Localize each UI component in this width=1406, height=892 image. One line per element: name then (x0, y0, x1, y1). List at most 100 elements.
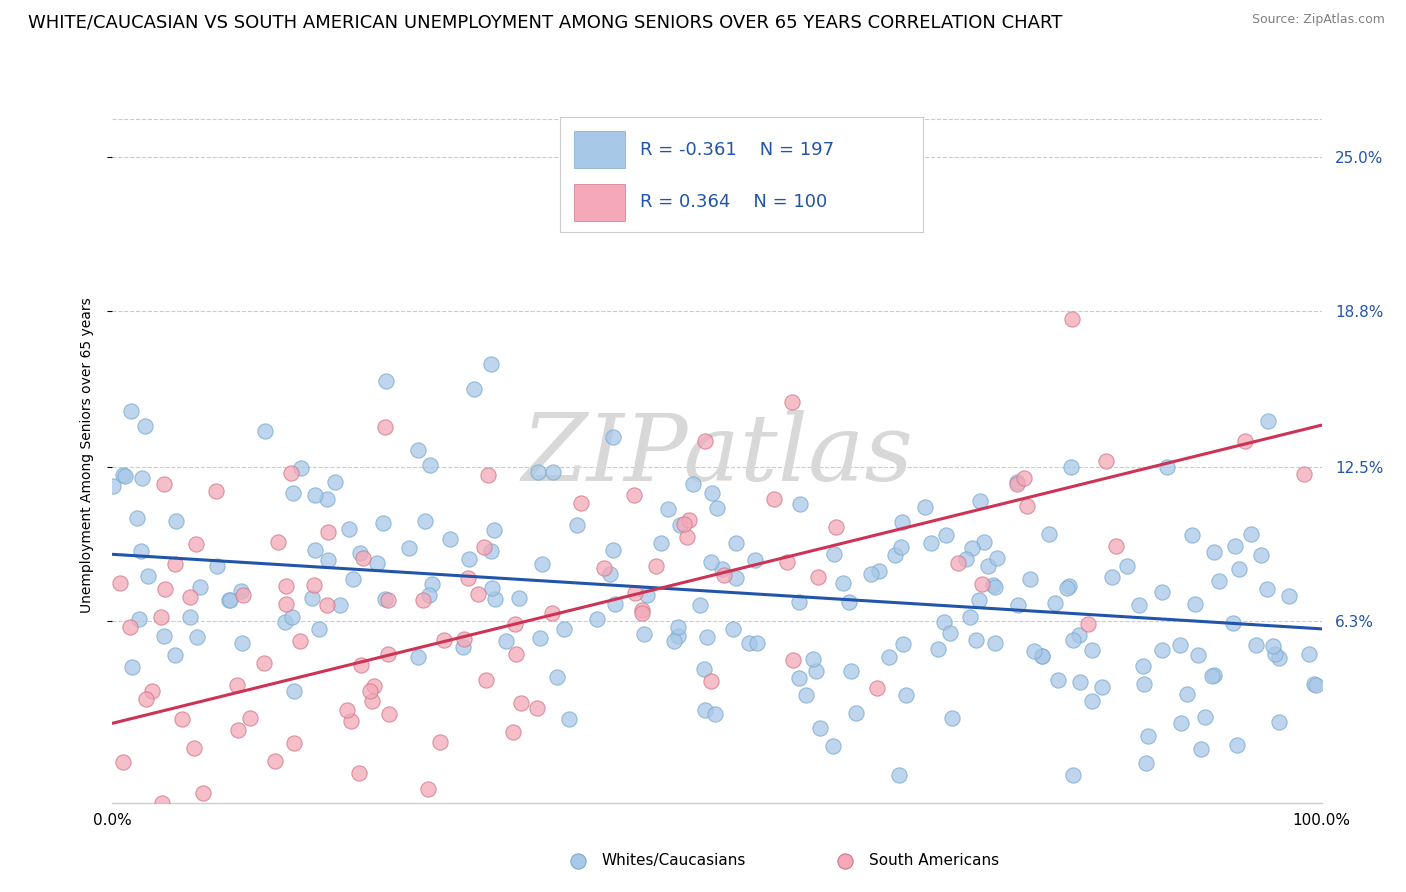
Point (253, 843, 276, 857)
Point (366, 556, 388, 570)
Point (696, 630, 718, 644)
Point (323, 475, 346, 489)
Point (725, 571, 748, 585)
Point (789, 497, 811, 511)
Point (650, 536, 672, 550)
Point (418, 587, 440, 601)
Point (184, 537, 207, 551)
Point (433, 633, 456, 648)
Point (920, 535, 942, 549)
Point (226, 723, 249, 737)
Point (283, 736, 305, 750)
Point (1278, 589, 1301, 603)
Point (1031, 648, 1053, 663)
Point (1105, 540, 1128, 554)
Point (1005, 476, 1028, 491)
Point (602, 430, 624, 444)
Point (153, 629, 176, 643)
Point (1057, 579, 1080, 593)
Point (889, 768, 911, 782)
Point (406, 649, 429, 664)
Point (225, 678, 247, 692)
Point (420, 576, 443, 591)
Point (969, 493, 991, 508)
Point (347, 765, 370, 780)
Point (884, 549, 907, 563)
Point (472, 541, 495, 555)
Point (896, 688, 918, 702)
Point (1156, 459, 1178, 474)
Point (457, 552, 479, 566)
Point (1298, 648, 1320, 662)
Point (205, 483, 228, 498)
Point (699, 674, 721, 689)
Point (121, 659, 143, 673)
Point (1038, 527, 1060, 541)
Point (821, 739, 844, 753)
Point (125, 878, 148, 892)
Point (1062, 768, 1084, 782)
Point (668, 620, 690, 634)
Point (804, 664, 827, 678)
Point (1046, 673, 1069, 687)
Point (962, 541, 984, 556)
Point (565, 517, 588, 532)
Point (984, 580, 1007, 594)
Point (366, 817, 388, 831)
Point (623, 488, 645, 502)
Point (510, 696, 533, 710)
Point (763, 492, 786, 507)
Point (868, 564, 890, 578)
Point (1062, 312, 1084, 326)
Point (879, 649, 901, 664)
Point (890, 540, 912, 554)
Point (413, 514, 436, 528)
Point (329, 598, 352, 612)
Point (624, 585, 647, 599)
Point (152, 476, 174, 491)
Point (1201, 669, 1223, 683)
Point (429, 734, 451, 748)
Point (304, 488, 326, 502)
Point (1187, 648, 1209, 662)
Point (700, 486, 723, 500)
Point (602, 543, 624, 558)
Point (914, 500, 936, 514)
Point (673, 517, 696, 532)
Point (664, 634, 686, 648)
Point (377, 593, 399, 607)
Point (253, 424, 276, 438)
Point (808, 721, 831, 735)
Point (725, 535, 748, 549)
Point (689, 599, 711, 613)
Point (567, 854, 589, 868)
Point (283, 486, 305, 500)
Point (541, 465, 564, 479)
Point (631, 603, 654, 617)
Point (969, 592, 991, 607)
Point (1095, 453, 1118, 467)
Point (267, 535, 290, 549)
Point (474, 673, 496, 687)
Point (165, 557, 187, 571)
Point (170, 712, 193, 726)
Point (782, 394, 804, 409)
Point (976, 558, 998, 573)
Point (1264, 647, 1286, 661)
Point (316, 524, 339, 539)
Point (479, 544, 502, 558)
Point (1240, 527, 1263, 541)
Point (477, 468, 499, 483)
Point (111, 755, 134, 769)
Point (693, 662, 716, 676)
Point (1101, 570, 1123, 584)
Point (281, 610, 304, 624)
Point (721, 623, 744, 637)
Point (935, 528, 957, 542)
Point (939, 626, 962, 640)
Point (631, 606, 654, 620)
Point (1257, 414, 1279, 428)
Point (787, 671, 810, 685)
Point (127, 511, 149, 525)
Point (927, 642, 949, 657)
